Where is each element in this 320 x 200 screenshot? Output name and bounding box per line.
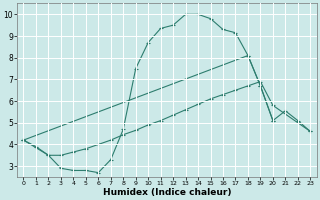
X-axis label: Humidex (Indice chaleur): Humidex (Indice chaleur) bbox=[103, 188, 231, 197]
